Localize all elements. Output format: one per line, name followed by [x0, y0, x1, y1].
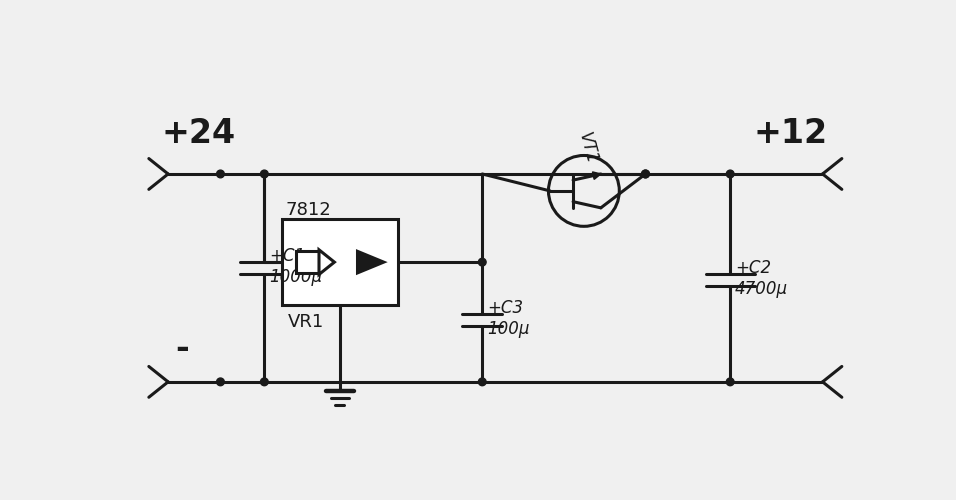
Text: 4700μ: 4700μ	[735, 280, 788, 298]
Text: VR1: VR1	[288, 313, 324, 331]
Circle shape	[727, 170, 734, 178]
Circle shape	[641, 170, 649, 178]
Polygon shape	[296, 252, 319, 273]
Text: -: -	[175, 332, 189, 365]
Circle shape	[727, 378, 734, 386]
Text: +24: +24	[162, 116, 236, 150]
Circle shape	[217, 378, 225, 386]
Circle shape	[260, 378, 269, 386]
Polygon shape	[593, 172, 600, 180]
Polygon shape	[358, 252, 383, 273]
Text: VT1: VT1	[575, 130, 600, 166]
Bar	[282, 220, 398, 305]
Circle shape	[478, 378, 486, 386]
Text: +C3: +C3	[487, 299, 523, 317]
Text: +C2: +C2	[735, 259, 771, 277]
Polygon shape	[319, 250, 335, 274]
Text: 100μ: 100μ	[487, 320, 530, 338]
Text: 7812: 7812	[286, 201, 332, 219]
Circle shape	[217, 170, 225, 178]
Circle shape	[641, 170, 649, 178]
Text: +C1: +C1	[269, 248, 305, 266]
Text: +12: +12	[753, 116, 827, 150]
Circle shape	[260, 170, 269, 178]
Text: 1000μ: 1000μ	[269, 268, 322, 286]
Circle shape	[478, 258, 486, 266]
